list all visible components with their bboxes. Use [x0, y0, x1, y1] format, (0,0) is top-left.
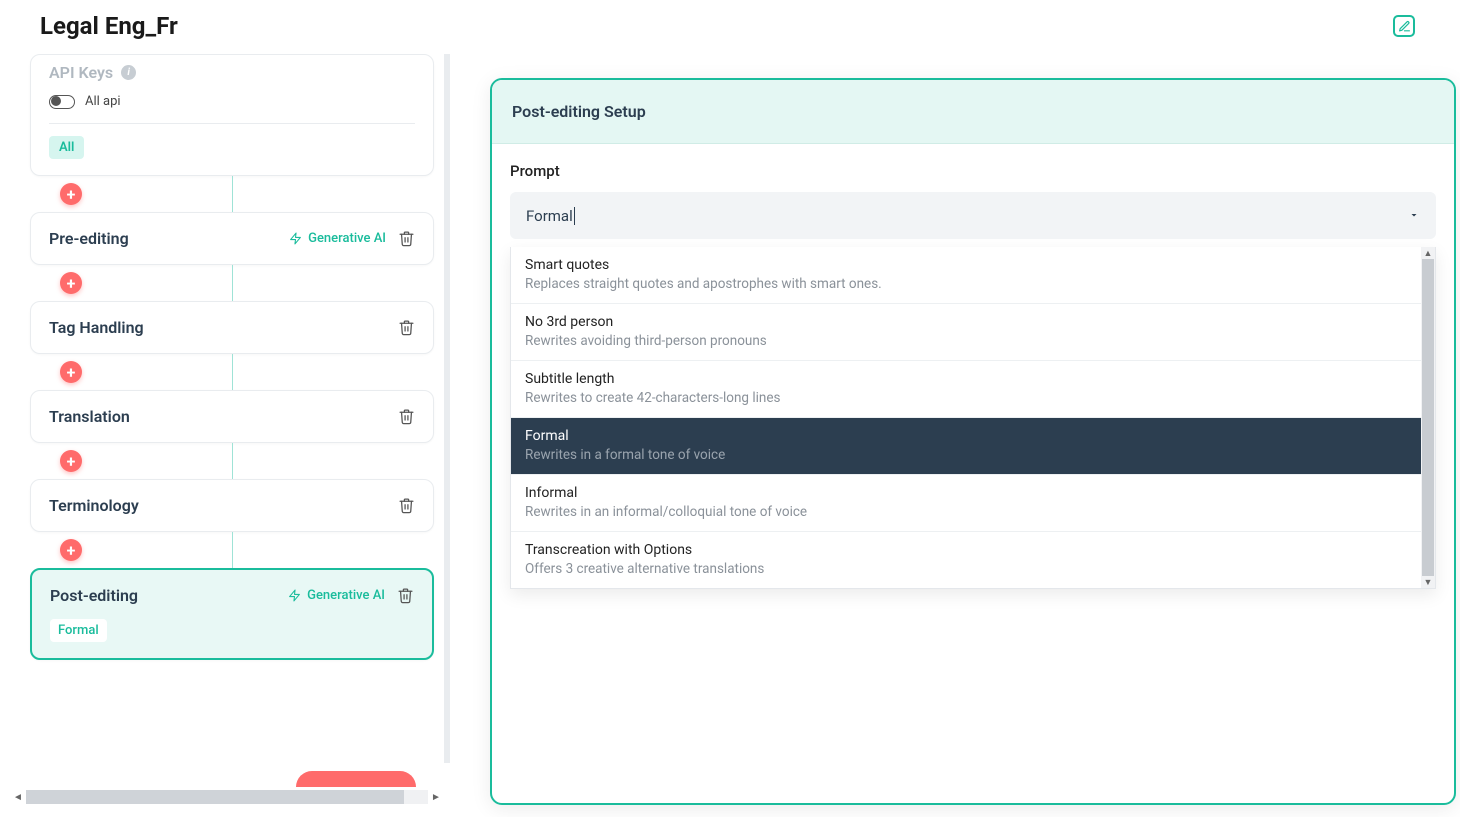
header: Legal Eng_Fr: [0, 0, 1460, 54]
pipeline-scroll[interactable]: API Keys i All api All + Pre-editing Gener…: [0, 54, 444, 754]
option-description: Replaces straight quotes and apostrophes…: [525, 276, 1421, 292]
option-description: Rewrites avoiding third-person pronouns: [525, 333, 1421, 349]
vertical-scrollbar-track[interactable]: [444, 54, 450, 763]
option-subtitle-length[interactable]: Subtitle length Rewrites to create 42-cha…: [511, 361, 1435, 418]
card-translation[interactable]: Translation: [30, 390, 434, 443]
prompt-select[interactable]: Formal: [510, 192, 1436, 239]
scroll-down-icon[interactable]: ▼: [1421, 576, 1435, 588]
add-step-button[interactable]: +: [60, 539, 82, 561]
divider: [49, 123, 415, 124]
card-tag-handling[interactable]: Tag Handling: [30, 301, 434, 354]
option-description: Rewrites to create 42-characters-long li…: [525, 390, 1421, 406]
option-smart-quotes[interactable]: Smart quotes Replaces straight quotes and…: [511, 247, 1435, 304]
option-informal[interactable]: Informal Rewrites in an informal/colloqui…: [511, 475, 1435, 532]
info-icon[interactable]: i: [121, 65, 136, 80]
connector: +: [30, 443, 434, 479]
toggle-label: All api: [85, 94, 121, 109]
edit-title-button[interactable]: [1393, 15, 1415, 37]
panel-title: Post-editing Setup: [492, 80, 1454, 144]
delete-step-button[interactable]: [398, 230, 415, 247]
step-chip[interactable]: Formal: [50, 619, 107, 642]
add-step-button[interactable]: +: [60, 183, 82, 205]
option-description: Offers 3 creative alternative translatio…: [525, 561, 1421, 577]
connector: +: [30, 532, 434, 568]
card-api-keys: API Keys i All api All: [30, 54, 434, 176]
horizontal-scrollbar[interactable]: ◄ ►: [12, 789, 442, 805]
card-title: Terminology: [49, 496, 139, 515]
connector: +: [30, 354, 434, 390]
option-description: Rewrites in an informal/colloquial tone …: [525, 504, 1421, 520]
option-formal[interactable]: Formal Rewrites in a formal tone of voice: [511, 418, 1435, 475]
dropdown-listbox[interactable]: Smart quotes Replaces straight quotes and…: [511, 247, 1435, 588]
delete-step-button[interactable]: [398, 497, 415, 514]
delete-step-button[interactable]: [398, 319, 415, 336]
card-title: Tag Handling: [49, 318, 144, 337]
card-title: Translation: [49, 407, 130, 426]
option-title: No 3rd person: [525, 314, 1421, 330]
dropdown-scrollbar[interactable]: ▲ ▼: [1421, 247, 1435, 588]
scroll-up-icon[interactable]: ▲: [1421, 247, 1435, 259]
post-editing-panel: Post-editing Setup Prompt Formal Smart q…: [490, 78, 1456, 805]
pipeline-column: API Keys i All api All + Pre-editing Gener…: [0, 54, 450, 805]
card-post-editing[interactable]: Post-editing Generative AI Formal: [30, 568, 434, 660]
api-keys-label: API Keys: [49, 63, 113, 82]
page-title: Legal Eng_Fr: [40, 12, 1393, 40]
prompt-select-value: Formal: [526, 207, 575, 225]
option-title: Informal: [525, 485, 1421, 501]
add-step-button[interactable]: +: [60, 450, 82, 472]
action-button-partial[interactable]: [296, 771, 416, 787]
card-title-api-keys: API Keys i: [49, 63, 415, 82]
prompt-dropdown: Smart quotes Replaces straight quotes and…: [510, 247, 1436, 589]
card-title: Pre-editing: [49, 229, 129, 248]
card-pre-editing[interactable]: Pre-editing Generative AI: [30, 212, 434, 265]
delete-step-button[interactable]: [397, 587, 414, 604]
chip-all[interactable]: All: [49, 136, 84, 159]
scroll-right-icon[interactable]: ►: [430, 791, 442, 803]
card-terminology[interactable]: Terminology: [30, 479, 434, 532]
add-step-button[interactable]: +: [60, 272, 82, 294]
generative-ai-badge: Generative AI: [288, 588, 385, 603]
scrollbar-track[interactable]: [26, 790, 428, 804]
connector: +: [30, 265, 434, 301]
option-title: Smart quotes: [525, 257, 1421, 273]
pencil-icon: [1398, 20, 1411, 33]
card-title: Post-editing: [50, 586, 138, 605]
toggle-all-api[interactable]: [49, 95, 75, 109]
add-step-button[interactable]: +: [60, 361, 82, 383]
scroll-left-icon[interactable]: ◄: [12, 791, 24, 803]
option-no-3rd-person[interactable]: No 3rd person Rewrites avoiding third-per…: [511, 304, 1435, 361]
option-description: Rewrites in a formal tone of voice: [525, 447, 1421, 463]
option-title: Subtitle length: [525, 371, 1421, 387]
prompt-label: Prompt: [510, 162, 1436, 180]
option-title: Transcreation with Options: [525, 542, 1421, 558]
scrollbar-thumb[interactable]: [26, 790, 404, 804]
option-title: Formal: [525, 428, 1421, 444]
connector: +: [30, 176, 434, 212]
option-transcreation-with-options[interactable]: Transcreation with Options Offers 3 creat…: [511, 532, 1435, 588]
generative-ai-badge: Generative AI: [289, 231, 386, 246]
delete-step-button[interactable]: [398, 408, 415, 425]
dropdown-scrollbar-thumb[interactable]: [1422, 259, 1434, 576]
chevron-down-icon: [1408, 206, 1420, 225]
